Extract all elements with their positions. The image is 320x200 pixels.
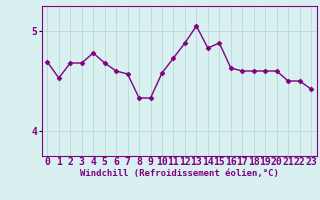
X-axis label: Windchill (Refroidissement éolien,°C): Windchill (Refroidissement éolien,°C) xyxy=(80,169,279,178)
